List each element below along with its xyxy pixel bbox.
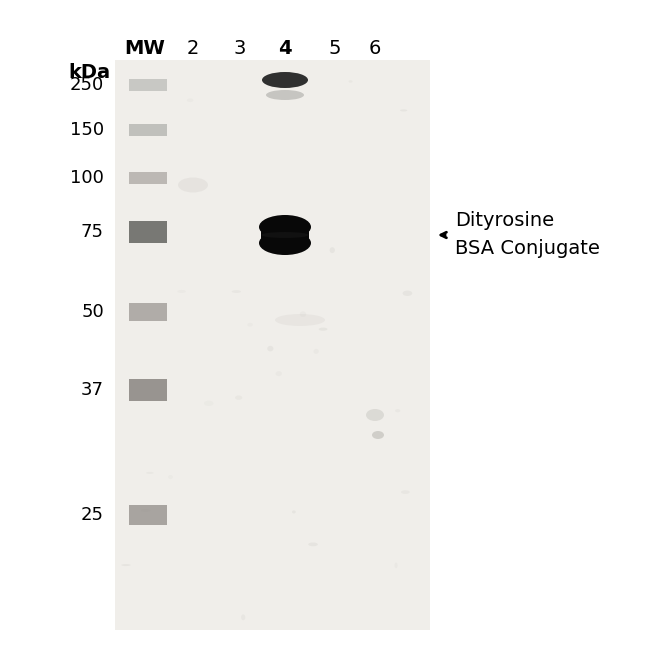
Ellipse shape bbox=[232, 290, 241, 293]
Ellipse shape bbox=[330, 247, 335, 253]
Text: 25: 25 bbox=[81, 506, 104, 524]
Text: 75: 75 bbox=[81, 223, 104, 241]
Ellipse shape bbox=[261, 232, 308, 238]
Text: 5: 5 bbox=[329, 38, 341, 57]
Text: BSA Conjugate: BSA Conjugate bbox=[455, 239, 600, 259]
Ellipse shape bbox=[241, 614, 245, 620]
Ellipse shape bbox=[275, 314, 325, 326]
Text: Dityrosine: Dityrosine bbox=[455, 211, 554, 231]
Ellipse shape bbox=[308, 543, 318, 546]
Text: 2: 2 bbox=[187, 38, 199, 57]
Bar bbox=[129, 79, 167, 91]
Bar bbox=[115, 60, 430, 630]
Bar bbox=[115, 60, 430, 630]
Ellipse shape bbox=[266, 90, 304, 100]
Ellipse shape bbox=[401, 490, 410, 494]
Text: 50: 50 bbox=[81, 303, 104, 321]
Text: 4: 4 bbox=[278, 38, 292, 57]
Ellipse shape bbox=[292, 510, 296, 514]
Ellipse shape bbox=[372, 431, 384, 439]
Bar bbox=[129, 505, 167, 525]
Ellipse shape bbox=[318, 328, 328, 331]
Ellipse shape bbox=[259, 215, 311, 239]
Ellipse shape bbox=[400, 109, 408, 111]
Text: 150: 150 bbox=[70, 121, 104, 139]
Ellipse shape bbox=[402, 291, 412, 296]
Text: 6: 6 bbox=[369, 38, 381, 57]
Bar bbox=[129, 379, 167, 401]
Ellipse shape bbox=[300, 311, 306, 317]
Ellipse shape bbox=[395, 562, 398, 568]
Ellipse shape bbox=[122, 564, 131, 566]
Ellipse shape bbox=[141, 509, 150, 512]
Bar bbox=[261, 225, 309, 245]
Ellipse shape bbox=[262, 72, 308, 88]
Text: 37: 37 bbox=[81, 381, 104, 399]
Text: MW: MW bbox=[125, 38, 166, 57]
Text: kDa: kDa bbox=[68, 62, 110, 81]
Text: 3: 3 bbox=[234, 38, 246, 57]
Ellipse shape bbox=[178, 177, 208, 192]
Ellipse shape bbox=[366, 409, 384, 421]
Ellipse shape bbox=[276, 371, 282, 376]
Ellipse shape bbox=[235, 395, 242, 400]
Bar bbox=[129, 221, 167, 243]
Ellipse shape bbox=[259, 231, 311, 255]
Text: 100: 100 bbox=[70, 169, 104, 187]
Ellipse shape bbox=[146, 472, 153, 474]
Bar bbox=[129, 172, 167, 184]
Ellipse shape bbox=[267, 346, 274, 352]
Ellipse shape bbox=[348, 80, 352, 83]
Ellipse shape bbox=[313, 349, 318, 354]
Ellipse shape bbox=[395, 409, 400, 412]
Bar bbox=[129, 124, 167, 136]
Text: 250: 250 bbox=[70, 76, 104, 94]
Bar bbox=[129, 303, 167, 321]
